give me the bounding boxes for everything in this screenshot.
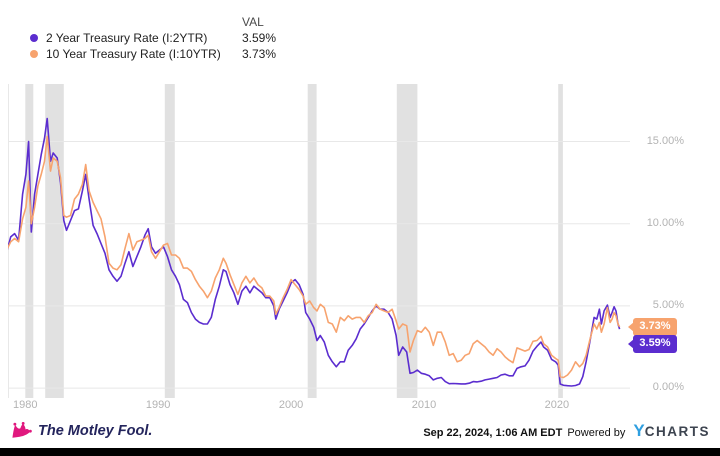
series-color-dot-2ytr [30,34,38,42]
motley-fool-logo[interactable]: The Motley Fool. [10,421,153,440]
jester-hat-icon [10,421,32,440]
legend-value: 3.59% [242,31,277,45]
x-axis-label: 1980 [13,399,38,411]
series-line-10ytr [8,135,621,379]
legend-label-cell: 2 Year Treasury Rate (I:2YTR) [30,31,242,45]
ycharts-y-mark: Y [633,420,645,440]
recession-band [25,84,34,398]
series-line-2ytr [8,117,621,387]
powered-by-label: Powered by [567,426,626,439]
legend-item-2ytr[interactable]: 2 Year Treasury Rate (I:2YTR) 3.59% [30,30,312,46]
motley-fool-wordmark: The Motley Fool. [38,422,153,439]
x-axis-label: 2020 [544,399,570,411]
chart-plot [8,84,630,398]
legend-item-10ytr[interactable]: 10 Year Treasury Rate (I:10YTR) 3.73% [30,46,312,62]
y-axis-label: 5.00% [652,298,684,311]
x-axis-label: 1990 [145,399,171,411]
x-axis-label: 2000 [278,399,304,411]
legend-header-row: VAL [30,14,312,30]
timestamp: Sep 22, 2024, 1:06 AM EDT [423,426,563,439]
ycharts-logo[interactable]: Y CHARTS [633,421,710,441]
y-axis-label: 15.00% [646,134,684,147]
series-color-dot-10ytr [30,50,38,58]
value-badge-2ytr: 3.59% [628,334,677,353]
legend-val-header: VAL [242,15,264,29]
attribution: Sep 22, 2024, 1:06 AM EDT Powered by Y C… [423,421,710,441]
recession-band [307,84,317,398]
legend-label-cell: 10 Year Treasury Rate (I:10YTR) [30,47,242,61]
x-axis-label: 2010 [411,399,437,411]
legend-label: 2 Year Treasury Rate (I:2YTR) [46,31,208,45]
ycharts-wordmark: CHARTS [644,423,710,439]
recession-band [164,84,175,398]
legend-label: 10 Year Treasury Rate (I:10YTR) [46,47,221,61]
recession-band [396,84,418,398]
legend-value: 3.73% [242,47,277,61]
y-axis-label: 10.00% [646,216,684,229]
footer: The Motley Fool. Sep 22, 2024, 1:06 AM E… [0,413,720,448]
value-badge-10ytr: 3.73% [628,317,677,336]
legend: VAL 2 Year Treasury Rate (I:2YTR) 3.59% … [30,14,312,62]
recession-band [558,84,563,398]
bottom-bar [0,448,720,456]
y-axis-label: 0.00% [652,381,684,394]
